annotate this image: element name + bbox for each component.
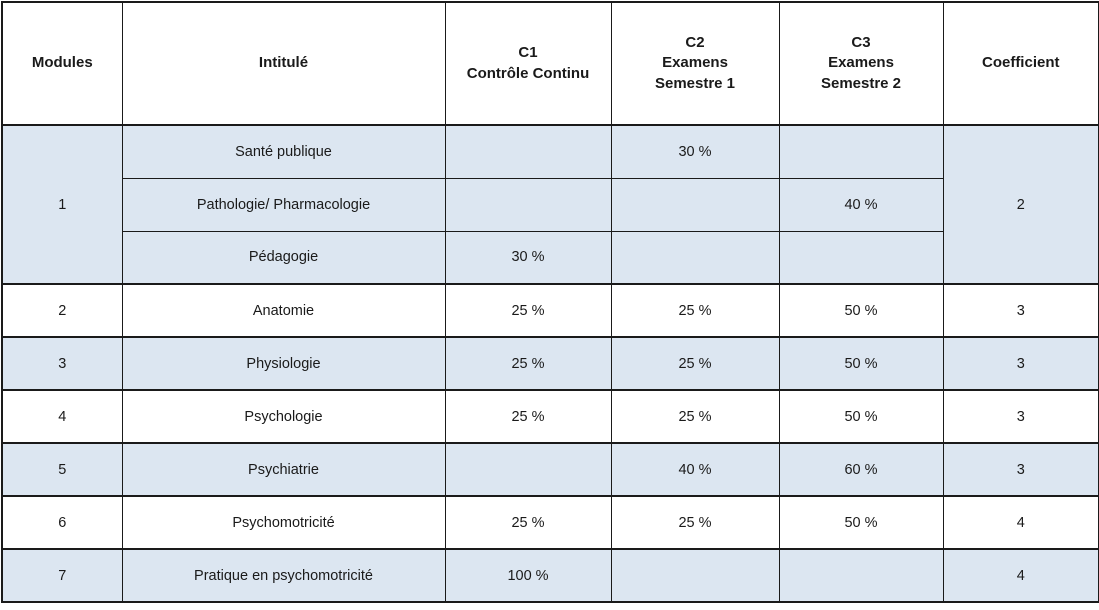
c3-cell: 50 %	[778, 336, 944, 391]
c1-cell: 25 %	[444, 495, 612, 550]
column-header-c1: C1 Contrôle Continu	[444, 1, 612, 126]
c3-cell: 60 %	[778, 442, 944, 497]
table-row-module5: 5 Psychiatrie 40 % 60 % 3	[1, 442, 1099, 497]
c3-cell: 50 %	[778, 283, 944, 338]
c2-cell: 30 %	[610, 124, 780, 179]
column-header-c2: C2 Examens Semestre 1	[610, 1, 780, 126]
c3-cell	[778, 124, 944, 179]
c1-cell	[444, 177, 612, 232]
module-number-cell: 1	[1, 124, 123, 285]
coefficient-cell: 4	[942, 548, 1099, 603]
table-row-module1-sante-publique: 1 Santé publique 30 % 2	[1, 124, 1099, 285]
c2-cell	[610, 548, 780, 603]
intitule-cell: Psychiatrie	[121, 442, 446, 497]
c1-cell: 25 %	[444, 389, 612, 444]
module-number-cell: 5	[1, 442, 123, 497]
coefficient-cell: 2	[942, 124, 1099, 285]
table-row-module7: 7 Pratique en psychomotricité 100 % 4	[1, 548, 1099, 603]
column-header-modules: Modules	[1, 1, 123, 126]
module-number-cell: 7	[1, 548, 123, 603]
c1-cell: 30 %	[444, 230, 612, 285]
c2-cell: 25 %	[610, 495, 780, 550]
table-row-module1-pathologie: Pathologie/ Pharmacologie 40 %	[2, 177, 1099, 232]
c3-cell	[778, 230, 944, 285]
intitule-cell: Physiologie	[121, 336, 446, 391]
c1-cell: 25 %	[444, 283, 612, 338]
intitule-cell: Psychomotricité	[121, 495, 446, 550]
table-row-module3: 3 Physiologie 25 % 25 % 50 % 3	[1, 336, 1099, 391]
table-row-module6: 6 Psychomotricité 25 % 25 % 50 % 4	[1, 495, 1099, 550]
coefficient-cell: 3	[942, 442, 1099, 497]
intitule-cell: Pratique en psychomotricité	[121, 548, 446, 603]
c2-cell: 25 %	[610, 336, 780, 391]
module-number-cell: 3	[1, 336, 123, 391]
c2-cell: 40 %	[610, 442, 780, 497]
intitule-cell: Pathologie/ Pharmacologie	[121, 177, 446, 232]
coefficient-cell: 3	[942, 389, 1099, 444]
intitule-cell: Santé publique	[121, 124, 446, 179]
c1-cell	[444, 124, 612, 179]
c2-cell: 25 %	[610, 389, 780, 444]
table-row-module4: 4 Psychologie 25 % 25 % 50 % 3	[1, 389, 1099, 444]
c2-cell: 25 %	[610, 283, 780, 338]
header-row: Modules Intitulé C1 Contrôle Continu C2 …	[1, 1, 1099, 126]
coefficient-cell: 4	[942, 495, 1099, 550]
column-header-intitule: Intitulé	[121, 1, 446, 126]
c1-cell	[444, 442, 612, 497]
module-number-cell: 2	[1, 283, 123, 338]
c2-cell	[610, 230, 780, 285]
coefficient-cell: 3	[942, 283, 1099, 338]
c2-cell	[610, 177, 780, 232]
c1-cell: 100 %	[444, 548, 612, 603]
c3-cell: 50 %	[778, 389, 944, 444]
intitule-cell: Anatomie	[121, 283, 446, 338]
c3-cell: 50 %	[778, 495, 944, 550]
c3-cell	[778, 548, 944, 603]
module-number-cell: 4	[1, 389, 123, 444]
table-row-module2: 2 Anatomie 25 % 25 % 50 % 3	[1, 283, 1099, 338]
intitule-cell: Psychologie	[121, 389, 446, 444]
c3-cell: 40 %	[778, 177, 944, 232]
column-header-coefficient: Coefficient	[942, 1, 1099, 126]
module-number-cell: 6	[1, 495, 123, 550]
intitule-cell: Pédagogie	[121, 230, 446, 285]
column-header-c3: C3 Examens Semestre 2	[778, 1, 944, 126]
c1-cell: 25 %	[444, 336, 612, 391]
coefficient-cell: 3	[942, 336, 1099, 391]
table-row-module1-pedagogie: Pédagogie 30 %	[2, 230, 1099, 285]
